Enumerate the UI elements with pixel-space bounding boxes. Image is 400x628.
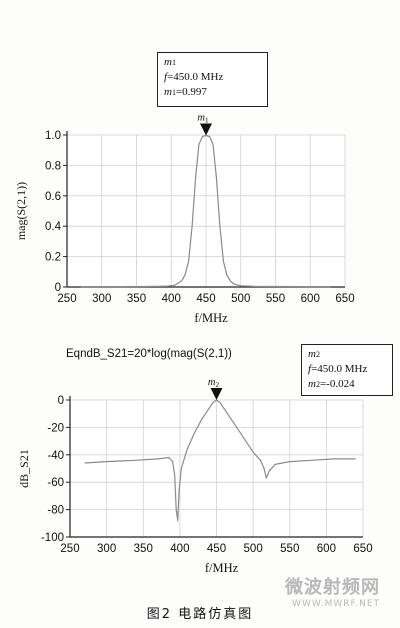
y-tick-label: -100 <box>41 532 64 544</box>
x-tick-label: 300 <box>97 543 116 555</box>
y-tick-label: 1.0 <box>45 130 61 142</box>
y-tick-label: 0.2 <box>45 252 61 264</box>
y-tick-label: -60 <box>47 477 64 489</box>
x-tick-label: 600 <box>317 543 336 555</box>
marker-m1-label-sub: 1 <box>205 115 209 124</box>
x-tick-label: 650 <box>335 293 354 305</box>
marker-m1-name: m1 <box>164 56 176 68</box>
x-tick-label: 600 <box>301 293 320 305</box>
x-tick-label: 250 <box>57 293 76 305</box>
marker-m2-label: m2 <box>208 377 220 389</box>
x-tick-label: 550 <box>266 293 285 305</box>
watermark-title: 微波射频网 <box>285 577 380 598</box>
marker-m2-frequency: f=450.0 MHz <box>308 363 368 375</box>
x-tick-label: 400 <box>162 293 181 305</box>
y-tick-label: -80 <box>47 505 64 517</box>
marker-m1-frequency: f=450.0 MHz <box>164 71 224 83</box>
x-tick-label: 550 <box>280 543 299 555</box>
marker-m1-label: m1 <box>197 112 209 124</box>
x-tick-label: 250 <box>60 543 79 555</box>
y-tick-label: -20 <box>47 422 64 434</box>
y-axis-label: mag(S(2,1)) <box>14 182 28 240</box>
x-axis-label: f/MHz <box>205 561 239 575</box>
y-tick-label: 0 <box>58 395 64 407</box>
marker-m1-triangle <box>200 123 212 136</box>
marker-m2-box: m2 f=450.0 MHz m2=-0.024 <box>301 344 393 396</box>
x-tick-label: 450 <box>207 543 226 555</box>
y-tick-label: -40 <box>47 450 64 462</box>
x-tick-label: 350 <box>127 293 146 305</box>
y-tick-label: 0 <box>55 282 61 294</box>
figure-caption: 图2 电路仿真图 <box>146 607 254 622</box>
watermark-url: WWW.MWRF.NET <box>292 599 380 609</box>
x-tick-label: 500 <box>244 543 263 555</box>
x-tick-label: 500 <box>231 293 250 305</box>
marker-m2-label-sub: 2 <box>215 380 219 389</box>
chart-mag-s21: 250 300 350 400 450 500 550 600 650 0 0.2 0.4 0.6 0.8… <box>14 112 355 325</box>
watermark: 微波射频网 WWW.MWRF.NET <box>285 573 380 609</box>
marker-m1-value: m1=0.997 <box>164 86 207 98</box>
x-tick-label: 650 <box>353 543 372 555</box>
marker-m2-triangle <box>210 388 223 401</box>
x-tick-label: 400 <box>170 543 189 555</box>
series-line <box>80 134 332 288</box>
marker-m2-name: m2 <box>308 348 320 360</box>
equation-label: EqndB_S21=20*log(mag(S(2,1)) <box>66 348 232 360</box>
marker-m1-box: m1 f=450.0 MHz m1=0.997 <box>157 52 268 107</box>
series-line <box>84 399 356 522</box>
x-axis-label: f/MHz <box>194 311 228 325</box>
x-tick-label: 350 <box>134 543 153 555</box>
y-tick-label: 0.6 <box>45 191 61 203</box>
y-tick-label: 0.4 <box>45 221 62 233</box>
marker-m2-value: m2=-0.024 <box>308 378 355 390</box>
y-axis-label: dB_S21 <box>17 449 31 488</box>
chart-db-s21: 250 300 350 400 450 500 550 600 650 0 -20 -40 -60 -80… <box>17 377 373 575</box>
x-tick-label: 450 <box>196 293 215 305</box>
y-tick-label: 0.8 <box>45 160 61 172</box>
x-tick-label: 300 <box>92 293 111 305</box>
